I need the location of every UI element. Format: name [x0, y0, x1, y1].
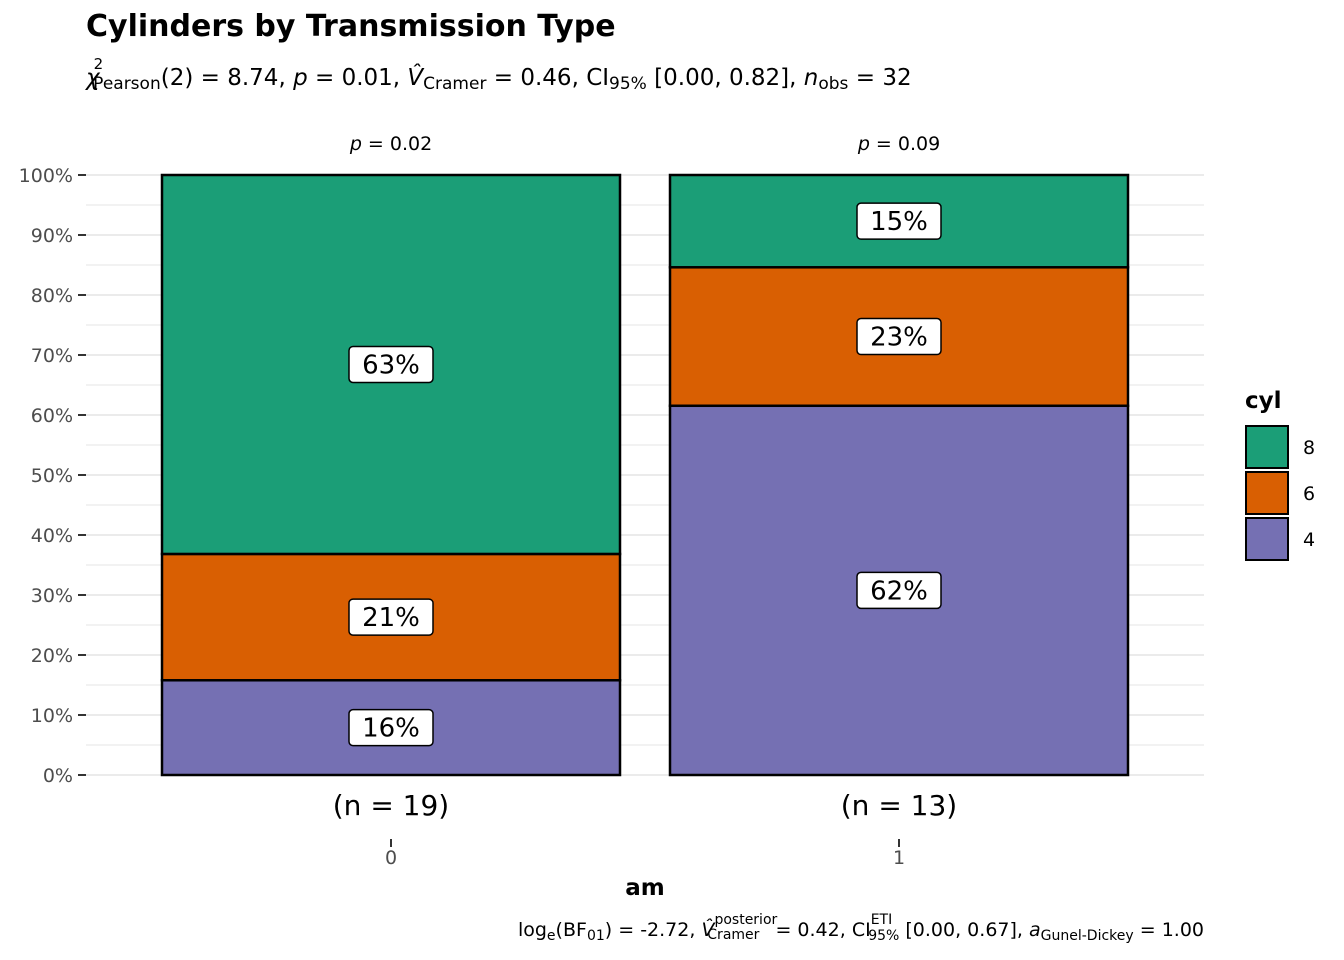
n-count-label: (n = 13): [841, 789, 957, 822]
chart-caption: loge(BF01) = -2.72, V̂posterior Cramer = …: [518, 912, 1204, 944]
data-labels: 16% 21% 63% 62% 23% 15%: [348, 202, 942, 747]
x-axis: p = 0.02 (n = 19) 0 p = 0.09 (n = 13) 1: [333, 133, 957, 869]
legend-key-cyl-8: [1245, 425, 1289, 469]
y-tick-label: 20%: [31, 645, 73, 667]
data-label-box: [856, 317, 942, 356]
data-label-text: 15%: [870, 207, 928, 237]
x-axis-title: am: [625, 875, 665, 901]
legend-label: 4: [1303, 529, 1315, 551]
legend-key-cyl-4: [1245, 517, 1289, 561]
y-tick-label: 90%: [31, 225, 73, 247]
y-tick-label: 50%: [31, 465, 73, 487]
data-label-text: 62%: [870, 576, 928, 606]
data-label-text: 63%: [362, 350, 420, 380]
v-value: 0.46: [520, 65, 571, 91]
ci-value: [0.00, 0.82]: [654, 65, 789, 91]
y-tick-label: 100%: [19, 165, 73, 187]
y-axis: 0% 10% 20% 30% 40% 50% 60% 70% 80% 90% 100%: [19, 165, 86, 787]
y-tick-label: 40%: [31, 525, 73, 547]
chi-value: 8.74: [227, 65, 278, 91]
y-tick-label: 70%: [31, 345, 73, 367]
data-label-box: [348, 708, 434, 747]
x-tick-label: 0: [385, 847, 397, 869]
data-label-box: [348, 598, 434, 636]
legend-title: cyl: [1245, 388, 1282, 414]
p-value: 0.01: [342, 65, 393, 91]
p-value-label: p = 0.02: [349, 133, 432, 155]
legend-label: 8: [1303, 437, 1315, 459]
data-label: 23%: [856, 317, 942, 356]
data-label-text: 23%: [870, 323, 928, 353]
data-label-text: 16%: [362, 714, 420, 744]
p-value-label: p = 0.09: [857, 133, 940, 155]
chi-df: (2): [161, 65, 194, 91]
bars: [160, 173, 1130, 777]
data-label: 63%: [348, 345, 434, 384]
chart-subtitle: χ2 Pearson(2) = 8.74, p = 0.01, V̂Cramer …: [84, 55, 912, 94]
chart-title: Cylinders by Transmission Type: [86, 9, 616, 44]
data-label-box: [856, 202, 942, 240]
y-tick-label: 30%: [31, 585, 73, 607]
legend-key-cyl-6: [1245, 471, 1289, 515]
chi-symbol: χ: [84, 65, 101, 91]
data-label: 62%: [856, 571, 942, 610]
a-value: 1.00: [1162, 919, 1204, 941]
x-tick-label: 1: [893, 847, 905, 869]
v-sub: Cramer: [423, 74, 486, 94]
data-label-box: [348, 345, 434, 384]
n-count-label: (n = 19): [333, 789, 449, 822]
data-label: 16%: [348, 708, 434, 747]
data-label: 21%: [348, 598, 434, 636]
bf-value: -2.72: [640, 919, 689, 941]
caption-v-value: 0.42: [797, 919, 839, 941]
y-tick-label: 10%: [31, 705, 73, 727]
legend: cyl 8 6 4: [1245, 388, 1315, 561]
legend-label: 6: [1303, 483, 1315, 505]
data-label-box: [856, 571, 942, 610]
y-tick-label: 80%: [31, 285, 73, 307]
y-tick-label: 60%: [31, 405, 73, 427]
data-label-text: 21%: [362, 603, 420, 633]
caption-ci-value: [0.00, 0.67]: [905, 919, 1017, 941]
chi-sub: Pearson: [93, 74, 161, 94]
y-tick-label: 0%: [43, 765, 73, 787]
n-value: 32: [882, 65, 911, 91]
data-label: 15%: [856, 202, 942, 240]
